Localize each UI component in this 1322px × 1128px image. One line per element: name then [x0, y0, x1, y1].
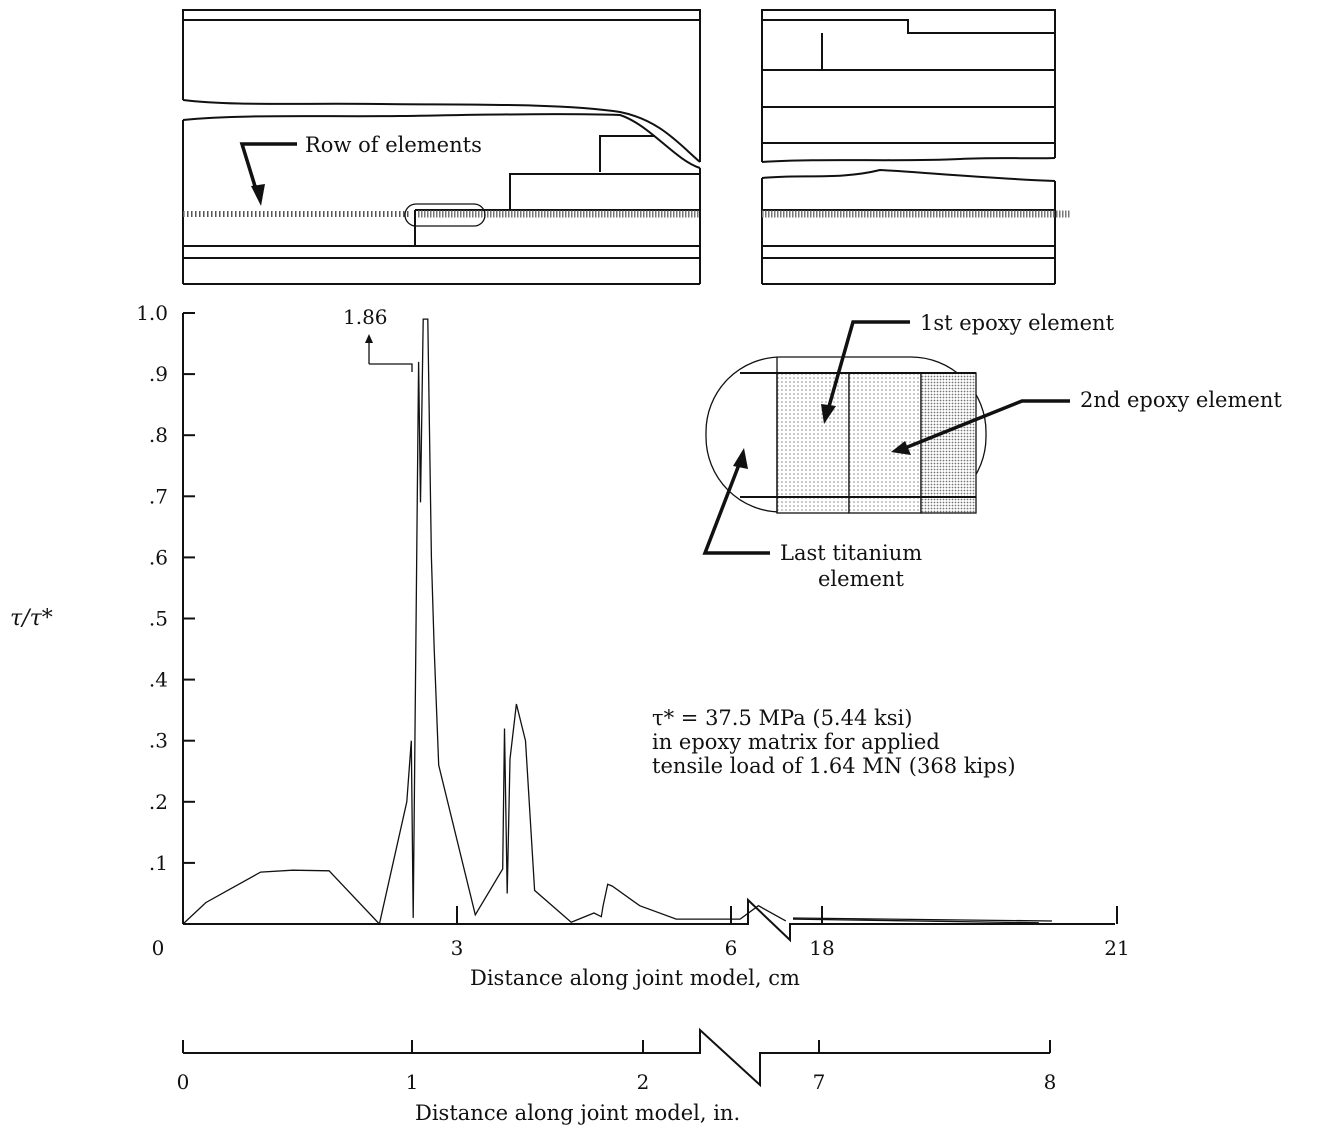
schematic-lower-left-break — [182, 113, 701, 169]
last-titanium-arrowhead — [733, 448, 748, 469]
annotation-line-2: in epoxy matrix for applied — [652, 730, 940, 754]
y-axis-label: τ/τ* — [10, 606, 53, 631]
schematic-right-step-2 — [821, 33, 1055, 71]
schematic-upper-left-outline — [182, 9, 701, 162]
row-of-elements-label: Row of elements — [305, 133, 482, 157]
schematic-step-upper — [599, 135, 655, 172]
second-epoxy-arrow — [904, 399, 1070, 450]
x-in-tick-label: 7 — [813, 1070, 826, 1094]
peak-label: 1.86 — [343, 305, 388, 329]
row-label-arrowhead — [251, 184, 265, 206]
y-ticks: .1 .2 .3 .4 .5 .6 .7 .8 .9 1.0 — [136, 301, 195, 875]
joint-schematic: Row of elements — [182, 9, 1070, 285]
last-titanium-label-1: Last titanium — [780, 541, 922, 565]
x-axis-label-cm: Distance along joint model, cm — [470, 966, 800, 990]
first-epoxy-label: 1st epoxy element — [920, 311, 1115, 335]
x-in-tick-label: 0 — [177, 1070, 190, 1094]
y-tick-label: .8 — [149, 423, 168, 447]
plot-area: .1.2.3.4.5.6.7.8.91.0 τ/τ* 0 3 6 18 21 Dista… — [10, 301, 1130, 1125]
annotation-line-1: τ* = 37.5 MPa (5.44 ksi) — [652, 706, 912, 730]
x-axis-left — [183, 897, 1115, 943]
off-scale-arrowhead — [365, 334, 373, 343]
second-epoxy-arrowhead — [891, 441, 911, 455]
y-tick-label: .9 — [149, 362, 168, 386]
x-in-tick-label: 2 — [637, 1070, 650, 1094]
inset-epoxy-3 — [920, 372, 977, 514]
schematic-right-step-1 — [762, 19, 1055, 34]
inset-epoxy-1 — [776, 372, 850, 514]
y-tick-label: 1.0 — [136, 301, 168, 325]
schematic-right-upper-break — [761, 157, 1056, 163]
inset-epoxy-2 — [848, 372, 922, 514]
x-in-tick-label: 1 — [406, 1070, 419, 1094]
annotation-line-3: tensile load of 1.64 MN (368 kips) — [652, 754, 1016, 778]
y-tick-label: .6 — [149, 545, 168, 569]
x-tick-label: 6 — [725, 936, 738, 960]
series-line-right — [792, 918, 1039, 924]
x-tick-label: 18 — [809, 936, 834, 960]
y-tick-label: .3 — [149, 729, 168, 753]
x-tick-label: 0 — [152, 936, 165, 960]
x-ticks-cm: 0 3 6 18 21 — [152, 906, 1130, 960]
schematic-right-upper-outline — [761, 9, 1056, 162]
x-axis-inches — [183, 1027, 1050, 1088]
y-tick-label: .4 — [149, 668, 168, 692]
y-tick-label: .1 — [149, 851, 168, 875]
inset-detail: 1st epoxy element 2nd epoxy element Last… — [702, 311, 1282, 591]
second-epoxy-label: 2nd epoxy element — [1080, 388, 1282, 412]
y-tick-label: .7 — [149, 484, 168, 508]
x-axis-label-in: Distance along joint model, in. — [415, 1101, 740, 1125]
first-epoxy-arrow — [826, 320, 910, 411]
last-titanium-arrow — [702, 461, 770, 555]
series-line-left — [182, 318, 787, 926]
x-tick-label: 3 — [451, 936, 464, 960]
off-scale-step — [369, 363, 413, 372]
schematic-right-lower-break — [761, 168, 1056, 182]
last-titanium-label-2: element — [818, 567, 904, 591]
schematic-upper-left-break — [182, 99, 701, 163]
x-ticks-in: 0 1 2 7 8 — [177, 1040, 1057, 1094]
series-line-right-upper — [792, 917, 1053, 922]
y-tick-label: .5 — [149, 607, 168, 631]
row-label-arrow — [239, 142, 297, 197]
x-tick-label: 21 — [1104, 936, 1129, 960]
schematic-highlight-oval — [404, 203, 486, 227]
first-epoxy-arrowhead — [821, 404, 836, 424]
y-tick-label: .2 — [149, 790, 168, 814]
schematic-step-lower — [509, 173, 700, 210]
x-in-tick-label: 8 — [1044, 1070, 1057, 1094]
